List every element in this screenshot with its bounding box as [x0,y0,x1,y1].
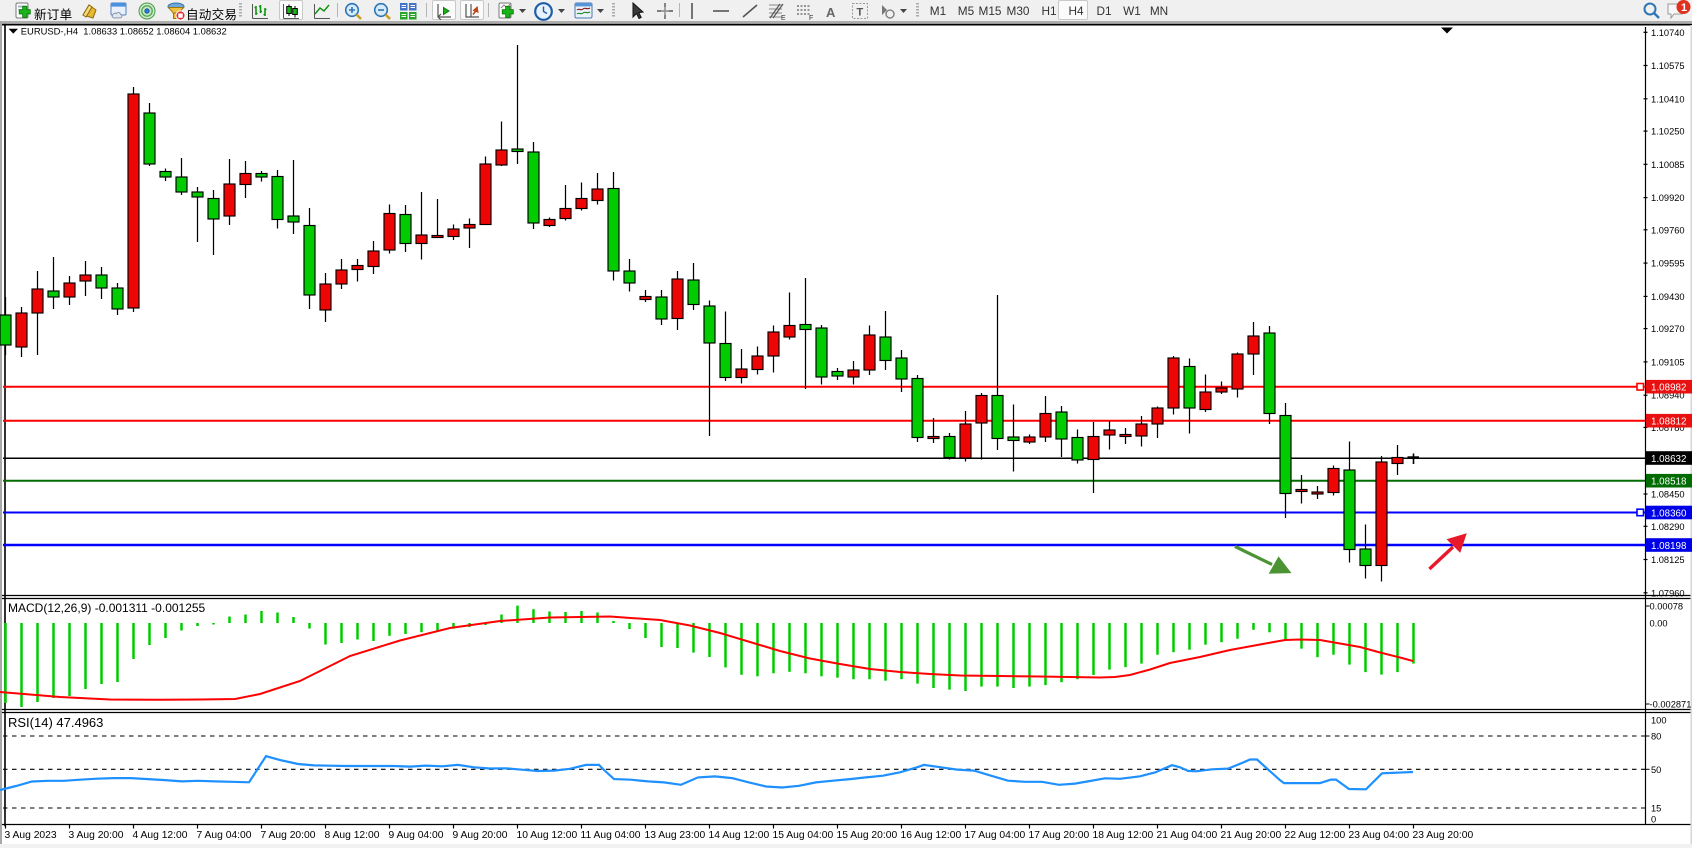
svg-text:21 Aug 20:00: 21 Aug 20:00 [1221,830,1282,841]
svg-text:0.00: 0.00 [1650,619,1668,629]
svg-text:80: 80 [1651,732,1661,742]
svg-text:3 Aug 20:00: 3 Aug 20:00 [69,830,124,841]
svg-text:13 Aug 23:00: 13 Aug 23:00 [645,830,706,841]
svg-text:1.09270: 1.09270 [1651,324,1685,334]
svg-text:16 Aug 12:00: 16 Aug 12:00 [901,830,962,841]
svg-text:E: E [781,15,786,21]
svg-text:1.08290: 1.08290 [1651,522,1685,532]
svg-text:14 Aug 12:00: 14 Aug 12:00 [709,830,770,841]
svg-text:8 Aug 12:00: 8 Aug 12:00 [325,830,380,841]
svg-text:RSI(14) 47.4963: RSI(14) 47.4963 [8,715,103,730]
svg-text:1.08198: 1.08198 [1651,541,1687,552]
svg-text:1.08450: 1.08450 [1651,490,1685,500]
svg-text:1.10085: 1.10085 [1651,160,1685,170]
svg-text:1.08940: 1.08940 [1651,391,1685,401]
svg-text:17 Aug 04:00: 17 Aug 04:00 [965,830,1026,841]
svg-text:1.08125: 1.08125 [1651,555,1685,565]
svg-text:1.08632: 1.08632 [1651,454,1686,465]
svg-text:0: 0 [1651,815,1656,825]
svg-text:7 Aug 04:00: 7 Aug 04:00 [197,830,252,841]
svg-text:7 Aug 20:00: 7 Aug 20:00 [261,830,316,841]
svg-text:1.08780: 1.08780 [1651,423,1685,433]
svg-text:21 Aug 04:00: 21 Aug 04:00 [1157,830,1218,841]
svg-text:-0.002871: -0.002871 [1650,700,1692,710]
svg-text:4 Aug 12:00: 4 Aug 12:00 [133,830,188,841]
svg-text:23 Aug 04:00: 23 Aug 04:00 [1349,830,1410,841]
svg-text:1.08982: 1.08982 [1651,383,1686,394]
svg-text:15 Aug 04:00: 15 Aug 04:00 [773,830,834,841]
svg-text:T: T [857,7,864,19]
svg-text:1: 1 [1681,2,1687,14]
svg-text:1.10250: 1.10250 [1651,127,1685,137]
svg-text:0.00078: 0.00078 [1650,602,1684,612]
svg-text:1.08518: 1.08518 [1651,477,1687,488]
svg-text:50: 50 [1651,765,1661,775]
svg-text:MACD(12,26,9) -0.001311 -0.001: MACD(12,26,9) -0.001311 -0.001255 [8,601,206,615]
svg-text:17 Aug 20:00: 17 Aug 20:00 [1029,830,1090,841]
svg-text:9 Aug 20:00: 9 Aug 20:00 [453,830,508,841]
svg-text:15 Aug 20:00: 15 Aug 20:00 [837,830,898,841]
svg-text:1.09595: 1.09595 [1651,259,1685,269]
svg-text:23 Aug 20:00: 23 Aug 20:00 [1413,830,1474,841]
svg-text:F: F [809,15,813,21]
svg-text:1.09430: 1.09430 [1651,292,1685,302]
svg-text:1.08360: 1.08360 [1651,508,1687,519]
svg-text:1.10575: 1.10575 [1651,61,1685,71]
svg-text:EURUSD-,H4 1.08633 1.08652 1.: EURUSD-,H4 1.08633 1.08652 1.08604 1.086… [21,25,227,36]
svg-text:1.08812: 1.08812 [1651,417,1686,428]
svg-text:1.09760: 1.09760 [1651,225,1685,235]
svg-text:10 Aug 12:00: 10 Aug 12:00 [517,830,578,841]
svg-text:15: 15 [1651,804,1661,814]
svg-text:1.10410: 1.10410 [1651,94,1685,104]
svg-text:11 Aug 04:00: 11 Aug 04:00 [581,830,641,841]
svg-text:1.10740: 1.10740 [1651,28,1685,38]
svg-text:9 Aug 04:00: 9 Aug 04:00 [389,830,444,841]
svg-text:100: 100 [1651,716,1667,726]
svg-text:1.07960: 1.07960 [1651,588,1685,598]
svg-text:1.09920: 1.09920 [1651,193,1685,203]
svg-text:18 Aug 12:00: 18 Aug 12:00 [1093,830,1154,841]
svg-text:3 Aug 2023: 3 Aug 2023 [5,830,57,841]
svg-text:1.09105: 1.09105 [1651,357,1685,367]
svg-text:22 Aug 12:00: 22 Aug 12:00 [1285,830,1346,841]
